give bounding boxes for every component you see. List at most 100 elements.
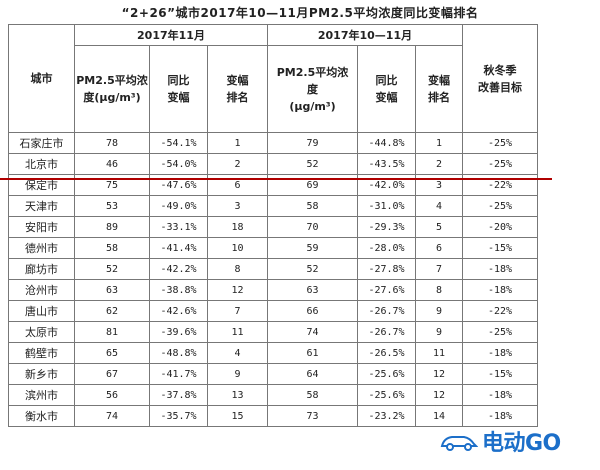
cell-nov-pm: 67 [74, 363, 150, 385]
cell-nov-yoy: -54.1% [149, 132, 208, 154]
header-nov-rank-line1: 变幅 [226, 74, 249, 87]
cell-nov-yoy: -35.7% [149, 405, 208, 427]
cell-city: 滨州市 [8, 384, 75, 406]
table-row: 鹤壁市 65 -48.8% 4 61 -26.5% 11 -18% [8, 342, 538, 364]
cell-nov-yoy: -42.6% [149, 300, 208, 322]
header-city: 城市 [8, 24, 75, 133]
cell-nov-yoy: -39.6% [149, 321, 208, 343]
cell-on-yoy: -26.5% [357, 342, 416, 364]
cell-target: -20% [462, 216, 538, 238]
cell-on-pm: 61 [267, 342, 358, 364]
cell-on-pm: 74 [267, 321, 358, 343]
cell-nov-rank: 3 [207, 195, 268, 217]
cell-on-yoy: -23.2% [357, 405, 416, 427]
cell-on-rank: 8 [415, 279, 463, 301]
cell-nov-pm: 63 [74, 279, 150, 301]
cell-on-pm: 58 [267, 384, 358, 406]
table-row: 北京市 46 -54.0% 2 52 -43.5% 2 -25% [8, 153, 538, 175]
cell-nov-pm: 56 [74, 384, 150, 406]
cell-nov-yoy: -41.7% [149, 363, 208, 385]
cell-on-yoy: -44.8% [357, 132, 416, 154]
cell-target: -18% [462, 405, 538, 427]
cell-city: 廊坊市 [8, 258, 75, 280]
header-target: 秋冬季 改善目标 [462, 24, 538, 133]
cell-on-pm: 59 [267, 237, 358, 259]
header-nov-pm-line2: 度(μg/m³) [83, 91, 141, 104]
cell-target: -18% [462, 384, 538, 406]
table-row: 滨州市 56 -37.8% 13 58 -25.6% 12 -18% [8, 384, 538, 406]
header-on-pm-line2: 度 [307, 82, 318, 96]
cell-on-yoy: -26.7% [357, 300, 416, 322]
cell-nov-pm: 81 [74, 321, 150, 343]
header-on-pm-line1: PM2.5平均浓 [276, 65, 349, 79]
cell-on-yoy: -29.3% [357, 216, 416, 238]
table-row: 廊坊市 52 -42.2% 8 52 -27.8% 7 -18% [8, 258, 538, 280]
cell-nov-rank: 7 [207, 300, 268, 322]
cell-on-rank: 12 [415, 363, 463, 385]
cell-target: -18% [462, 342, 538, 364]
cell-on-rank: 14 [415, 405, 463, 427]
table-title: “2+26”城市2017年10—11月PM2.5平均浓度同比变幅排名 [121, 6, 479, 20]
cell-nov-pm: 65 [74, 342, 150, 364]
cell-on-yoy: -27.6% [357, 279, 416, 301]
table-row: 石家庄市 78 -54.1% 1 79 -44.8% 1 -25% [8, 132, 538, 154]
cell-on-yoy: -26.7% [357, 321, 416, 343]
header-on-rank: 变幅 排名 [415, 45, 463, 133]
cell-nov-pm: 58 [74, 237, 150, 259]
cell-nov-yoy: -41.4% [149, 237, 208, 259]
cell-nov-yoy: -42.2% [149, 258, 208, 280]
cell-city: 安阳市 [8, 216, 75, 238]
cell-target: -25% [462, 132, 538, 154]
cell-nov-pm: 52 [74, 258, 150, 280]
table-row: 天津市 53 -49.0% 3 58 -31.0% 4 -25% [8, 195, 538, 217]
cell-city: 石家庄市 [8, 132, 75, 154]
watermark-text: 电动GO [482, 431, 561, 456]
cell-nov-pm: 46 [74, 153, 150, 175]
cell-city: 鹤壁市 [8, 342, 75, 364]
cell-on-rank: 4 [415, 195, 463, 217]
cell-nov-yoy: -37.8% [149, 384, 208, 406]
table-row: 德州市 58 -41.4% 10 59 -28.0% 6 -15% [8, 237, 538, 259]
cell-nov-pm: 89 [74, 216, 150, 238]
cell-nov-rank: 2 [207, 153, 268, 175]
header-on-rank-line2: 排名 [428, 91, 450, 104]
red-divider-line [0, 178, 552, 180]
pm25-ranking-table: 城市 2017年11月 2017年10—11月 秋冬季 改善目标 PM2.5平均… [8, 24, 538, 427]
header-on-yoy: 同比 变幅 [357, 45, 416, 133]
cell-nov-rank: 8 [207, 258, 268, 280]
cell-nov-yoy: -54.0% [149, 153, 208, 175]
table-row: 沧州市 63 -38.8% 12 63 -27.6% 8 -18% [8, 279, 538, 301]
cell-on-rank: 12 [415, 384, 463, 406]
cell-nov-rank: 9 [207, 363, 268, 385]
cell-target: -25% [462, 153, 538, 175]
cell-on-rank: 1 [415, 132, 463, 154]
cell-nov-rank: 15 [207, 405, 268, 427]
cell-on-rank: 6 [415, 237, 463, 259]
cell-on-pm: 70 [267, 216, 358, 238]
cell-city: 北京市 [8, 153, 75, 175]
cell-city: 唐山市 [8, 300, 75, 322]
cell-on-pm: 52 [267, 258, 358, 280]
header-on-pm-line3: (μg/m³) [289, 99, 336, 113]
cell-on-yoy: -28.0% [357, 237, 416, 259]
cell-city: 衡水市 [8, 405, 75, 427]
header-nov-pm-line1: PM2.5平均浓 [76, 74, 148, 87]
cell-nov-yoy: -48.8% [149, 342, 208, 364]
header-target-line2: 改善目标 [478, 80, 522, 94]
cell-on-pm: 63 [267, 279, 358, 301]
header-nov-yoy: 同比 变幅 [149, 45, 208, 133]
cell-nov-rank: 11 [207, 321, 268, 343]
cell-on-yoy: -43.5% [357, 153, 416, 175]
header-on-yoy-line1: 同比 [375, 74, 398, 87]
cell-target: -18% [462, 258, 538, 280]
table-row: 唐山市 62 -42.6% 7 66 -26.7% 9 -22% [8, 300, 538, 322]
cell-nov-rank: 4 [207, 342, 268, 364]
header-group-oct-nov: 2017年10—11月 [267, 24, 463, 46]
table-row: 新乡市 67 -41.7% 9 64 -25.6% 12 -15% [8, 363, 538, 385]
header-group-nov: 2017年11月 [74, 24, 268, 46]
table-row: 衡水市 74 -35.7% 15 73 -23.2% 14 -18% [8, 405, 538, 427]
cell-nov-pm: 53 [74, 195, 150, 217]
header-nov-yoy-line1: 同比 [167, 74, 190, 87]
cell-on-rank: 2 [415, 153, 463, 175]
cell-target: -18% [462, 279, 538, 301]
